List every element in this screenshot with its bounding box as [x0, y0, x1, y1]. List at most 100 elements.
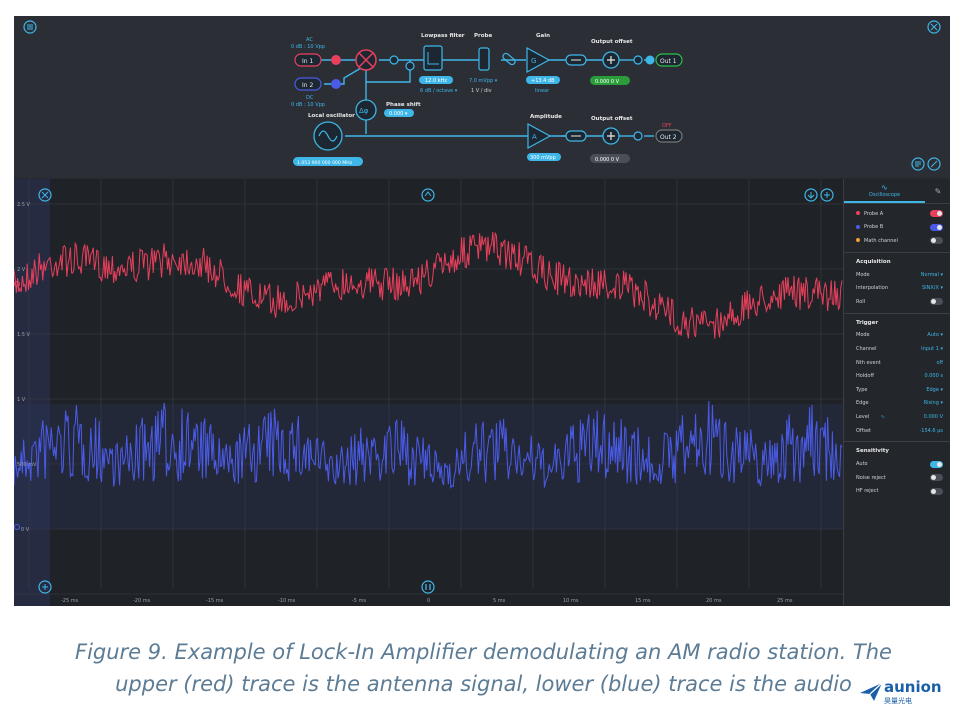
gain-field[interactable] [526, 76, 560, 84]
gain-block[interactable] [526, 46, 551, 74]
node-point[interactable] [633, 55, 643, 65]
scope-grid [14, 179, 843, 595]
adder-icon [602, 51, 620, 69]
level-row[interactable]: Level ∿ 0.000 V [856, 410, 943, 424]
sensitivity-title: Sensitivity [856, 448, 889, 455]
node-point[interactable] [405, 61, 415, 71]
offset1-field[interactable] [590, 76, 630, 85]
math-channel-row[interactable]: Math channel [856, 234, 943, 248]
offset1-value: 0.000 0 V [595, 79, 620, 85]
probe-b-offset-marker[interactable] [14, 524, 20, 530]
auto-label: Auto [856, 461, 868, 468]
acq-mode-row[interactable]: Mode Normal ▾ [856, 268, 943, 282]
roll-toggle[interactable] [930, 298, 943, 306]
amplitude-field[interactable] [527, 153, 561, 161]
nth-event-row[interactable]: Nth event off [856, 356, 943, 370]
amplitude-title: Amplitude [530, 114, 562, 120]
acq-mode-label: Mode [856, 271, 870, 278]
lowpass-slope[interactable]: 6 dB / octave ▾ [420, 88, 458, 94]
in2-button[interactable] [294, 77, 322, 91]
edge-rising-icon: ∿ [880, 413, 885, 420]
lowpass-cutoff: 12.0 kHz [425, 78, 447, 84]
probe-c-toggle[interactable] [502, 52, 517, 66]
edit-icon[interactable] [927, 157, 941, 171]
edge-select[interactable]: Rising ▾ [923, 400, 943, 407]
offset1-title: Output offset [591, 39, 633, 45]
tab-edit[interactable]: ✎ [925, 179, 950, 203]
probe-a-offset-marker[interactable] [14, 281, 20, 287]
hf-reject-row[interactable]: HF reject [856, 485, 943, 499]
move-icon[interactable] [38, 580, 52, 594]
noise-reject-row[interactable]: Noise reject [856, 471, 943, 485]
node-point[interactable] [633, 131, 643, 141]
zoom-icon[interactable] [820, 188, 834, 202]
trig-mode-select[interactable]: Auto ▾ [927, 332, 943, 339]
phase-field[interactable] [384, 109, 414, 117]
trig-mode-row[interactable]: Mode Auto ▾ [856, 329, 943, 343]
noise-reject-toggle[interactable] [930, 474, 943, 482]
out2-button[interactable] [655, 129, 683, 143]
amplitude-symbol-icon: A [532, 133, 537, 141]
level-value[interactable]: 0.000 V [923, 413, 943, 420]
probe-b-dot [856, 224, 860, 229]
acq-mode-select[interactable]: Normal ▾ [920, 271, 943, 278]
acquisition-title: Acquisition [856, 258, 891, 265]
auto-row[interactable]: Auto [856, 457, 943, 471]
amplitude-block[interactable] [527, 122, 552, 150]
tab-oscilloscope[interactable]: ∿ Oscilloscope [844, 179, 925, 203]
hf-reject-toggle[interactable] [930, 487, 943, 495]
math-channel-toggle[interactable] [930, 237, 943, 245]
probe-c-block[interactable] [478, 47, 490, 71]
in1-label: In 1 [302, 58, 313, 65]
pause-icon[interactable] [421, 580, 435, 594]
lowpass-filter-block[interactable] [423, 45, 443, 71]
probe-a-row[interactable]: Probe A [856, 207, 943, 221]
probe-b-point[interactable] [331, 79, 341, 89]
in1-button[interactable] [294, 53, 322, 67]
out1-point[interactable] [645, 55, 655, 65]
y-tick-label: 2.5 V [17, 202, 31, 208]
gain-symbol-icon: G [531, 57, 536, 65]
pencil-icon: ✎ [934, 186, 942, 196]
probe-b-toggle[interactable] [930, 223, 943, 231]
probe-a-point[interactable] [331, 55, 341, 65]
auto-toggle[interactable] [930, 460, 943, 468]
roll-row[interactable]: Roll [856, 295, 943, 309]
settings-icon[interactable] [927, 20, 941, 34]
block-diagram: AC 0 dB : 10 Vpp In 1 In 2 DC 0 dB : 10 … [23, 20, 941, 171]
probe-title: Probe [474, 33, 492, 39]
interpolation-select[interactable]: SINX/X ▾ [921, 285, 943, 292]
notes-icon[interactable] [911, 157, 925, 171]
probe-b-row[interactable]: Probe B [856, 221, 943, 235]
amplitude-value: 300 mVpp [530, 155, 556, 161]
trig-channel-label: Channel [856, 345, 877, 352]
trigger-marker-icon[interactable] [421, 188, 435, 202]
trig-type-row[interactable]: Type Edge ▾ [856, 383, 943, 397]
trig-channel-row[interactable]: Channel Input 1 ▾ [856, 342, 943, 356]
trig-type-select[interactable]: Edge ▾ [926, 386, 943, 393]
probe-scale[interactable]: 7.0 mVpp ▾ [469, 78, 498, 84]
lock-in-amplifier-app: AC 0 dB : 10 Vpp In 1 In 2 DC 0 dB : 10 … [14, 16, 950, 606]
trig-channel-select[interactable]: Input 1 ▾ [921, 345, 943, 352]
tab-oscilloscope-label: Oscilloscope [868, 191, 901, 198]
offset2-field[interactable] [590, 154, 630, 163]
close-icon[interactable] [38, 188, 52, 202]
in2-label: In 2 [302, 82, 313, 89]
menu-icon[interactable] [23, 20, 37, 34]
holdoff-value[interactable]: 0.000 s [924, 373, 943, 380]
lo-frequency-field[interactable] [293, 157, 363, 166]
probe-a-toggle[interactable] [930, 210, 943, 218]
export-icon[interactable] [804, 188, 818, 202]
roll-label: Roll [856, 298, 866, 305]
x-tick-label: -20 ms [133, 598, 151, 604]
lowpass-cutoff-field[interactable] [419, 76, 453, 84]
offset-value[interactable]: -154.6 µs [919, 427, 944, 434]
node-point[interactable] [389, 55, 399, 65]
oscilloscope-plot[interactable]: 2.5 V 2 V 1.5 V 1 V 500 mV 0 V -25 ms -2… [14, 179, 843, 606]
nth-event-value[interactable]: off [936, 359, 943, 366]
holdoff-row[interactable]: Holdoff 0.000 s [856, 369, 943, 383]
offset-row[interactable]: Offset -154.6 µs [856, 424, 943, 438]
interpolation-row[interactable]: Interpolation SINX/X ▾ [856, 281, 943, 295]
edge-row[interactable]: Edge Rising ▾ [856, 397, 943, 411]
out1-button[interactable] [655, 53, 683, 67]
